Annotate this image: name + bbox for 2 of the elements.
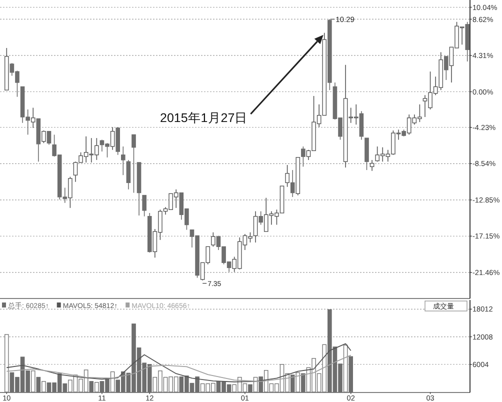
- annotation: 2015年1月27日: [160, 111, 248, 125]
- line-series: [6, 343, 352, 382]
